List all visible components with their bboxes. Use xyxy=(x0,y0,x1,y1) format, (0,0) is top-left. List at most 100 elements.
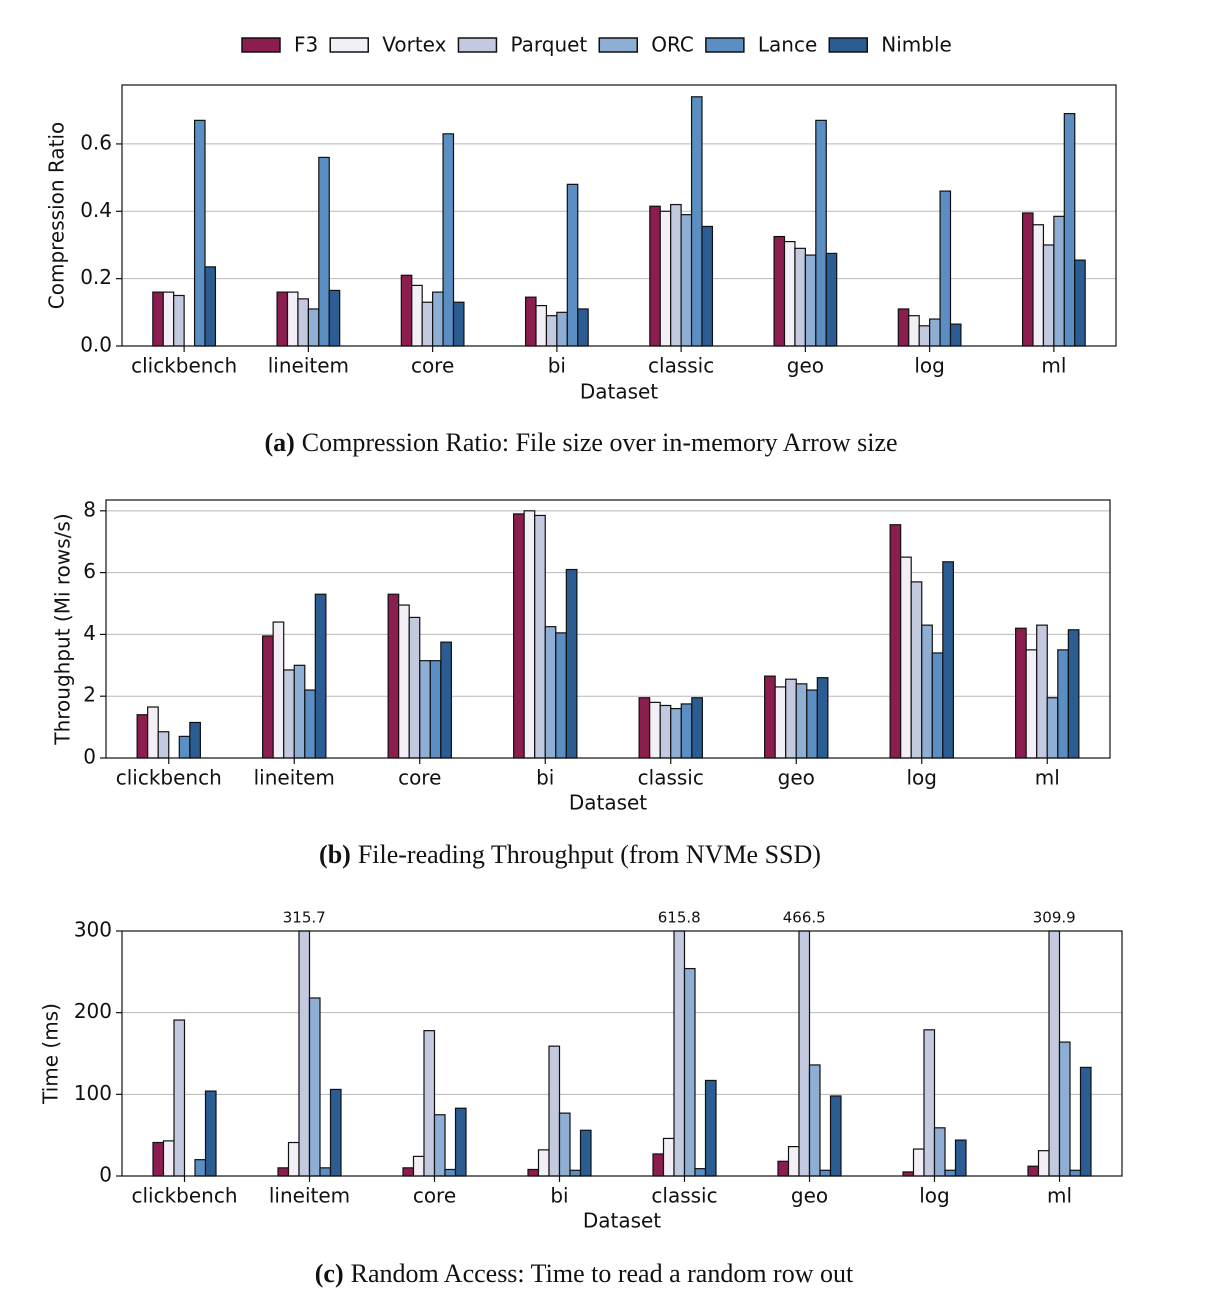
y-axis-label: Time (ms) xyxy=(39,1003,63,1105)
plot-frame xyxy=(105,499,1111,759)
bar xyxy=(329,1088,342,1177)
bar xyxy=(659,704,672,759)
bar xyxy=(147,706,159,759)
clipped-value-label: 315.7 xyxy=(283,909,326,927)
bar xyxy=(429,660,442,759)
bar xyxy=(691,697,703,759)
bar xyxy=(933,1127,946,1177)
bar xyxy=(794,247,806,347)
bar xyxy=(1032,224,1045,347)
bar xyxy=(173,294,185,347)
plot-frame xyxy=(121,930,1123,1177)
bar xyxy=(918,325,931,347)
bar xyxy=(1067,629,1080,759)
bar xyxy=(704,1079,717,1177)
bar xyxy=(939,190,952,347)
bar xyxy=(162,1140,175,1177)
bar xyxy=(808,1064,821,1177)
bar xyxy=(452,301,465,347)
bar xyxy=(524,296,537,347)
bar xyxy=(454,1107,467,1177)
bar xyxy=(670,707,682,759)
y-tick-label: 6 xyxy=(83,559,96,583)
bar xyxy=(152,1141,165,1177)
x-tick-label: clickbench xyxy=(131,1184,237,1208)
bar xyxy=(286,291,299,347)
bar xyxy=(419,660,431,759)
bar xyxy=(162,291,175,347)
bar xyxy=(319,1167,332,1177)
legend-swatch xyxy=(241,37,281,53)
bar xyxy=(307,308,320,347)
bar xyxy=(1058,1041,1071,1177)
bar xyxy=(902,1171,915,1177)
legend-swatch xyxy=(329,37,369,53)
bar xyxy=(400,274,413,347)
bar xyxy=(921,624,933,759)
caption-text: Random Access: Time to read a random row… xyxy=(351,1259,854,1288)
bar xyxy=(819,1169,832,1177)
bar xyxy=(910,581,923,759)
bar xyxy=(513,513,525,759)
plot-frame xyxy=(121,84,1117,347)
bar xyxy=(662,1137,675,1177)
y-tick-label: 200 xyxy=(74,999,112,1023)
bar xyxy=(398,604,410,759)
bar xyxy=(566,183,579,347)
legend-label: F3 xyxy=(294,33,318,57)
caption-text: File-reading Throughput (from NVMe SSD) xyxy=(358,840,821,869)
legend-swatch xyxy=(457,37,498,53)
bar xyxy=(929,318,941,347)
bar xyxy=(408,616,421,759)
x-tick-label: core xyxy=(411,354,454,378)
y-tick-label: 4 xyxy=(83,621,96,645)
bar xyxy=(421,301,434,347)
caption: (c) Random Access: Time to read a random … xyxy=(315,1259,854,1288)
bar xyxy=(565,568,578,759)
bar xyxy=(204,266,217,347)
bar xyxy=(283,669,295,759)
legend-swatch xyxy=(828,37,868,53)
bar xyxy=(558,1112,571,1177)
bar xyxy=(402,1167,415,1177)
legend-label: Lance xyxy=(758,33,817,57)
bar xyxy=(548,1045,561,1177)
bar xyxy=(204,1090,217,1177)
bar xyxy=(923,1029,936,1177)
clipped-value-label: 615.8 xyxy=(658,909,701,927)
bar xyxy=(157,731,170,759)
clipped-value-label: 466.5 xyxy=(783,909,826,927)
bar xyxy=(537,1149,550,1177)
bar xyxy=(569,1169,582,1177)
bar xyxy=(701,225,714,347)
bar xyxy=(298,930,311,1177)
bar xyxy=(806,689,818,759)
bar xyxy=(1037,1150,1050,1177)
bar xyxy=(649,205,661,347)
legend-swatch xyxy=(598,37,639,53)
x-tick-label: classic xyxy=(648,354,714,378)
bar xyxy=(328,289,341,347)
y-tick-label: 0.0 xyxy=(80,333,112,357)
bar xyxy=(444,1168,457,1177)
bar xyxy=(277,1167,290,1177)
y-tick-label: 0.4 xyxy=(80,198,112,222)
bar xyxy=(1046,697,1059,759)
x-tick-label: clickbench xyxy=(131,354,237,378)
y-tick-label: 0.2 xyxy=(80,265,112,289)
y-tick-label: 0 xyxy=(99,1163,112,1187)
bar xyxy=(545,315,558,347)
y-tick-label: 100 xyxy=(74,1081,112,1105)
x-axis-label: Dataset xyxy=(569,791,647,815)
y-tick-label: 2 xyxy=(83,683,96,707)
x-tick-label: log xyxy=(919,1184,950,1208)
bar xyxy=(272,621,285,759)
bar xyxy=(423,1030,436,1177)
y-tick-label: 0.6 xyxy=(80,130,112,154)
bar xyxy=(652,1153,665,1177)
bar xyxy=(1063,113,1076,347)
bar xyxy=(897,308,910,347)
bar xyxy=(912,1148,925,1177)
legend-label: Parquet xyxy=(510,33,587,57)
